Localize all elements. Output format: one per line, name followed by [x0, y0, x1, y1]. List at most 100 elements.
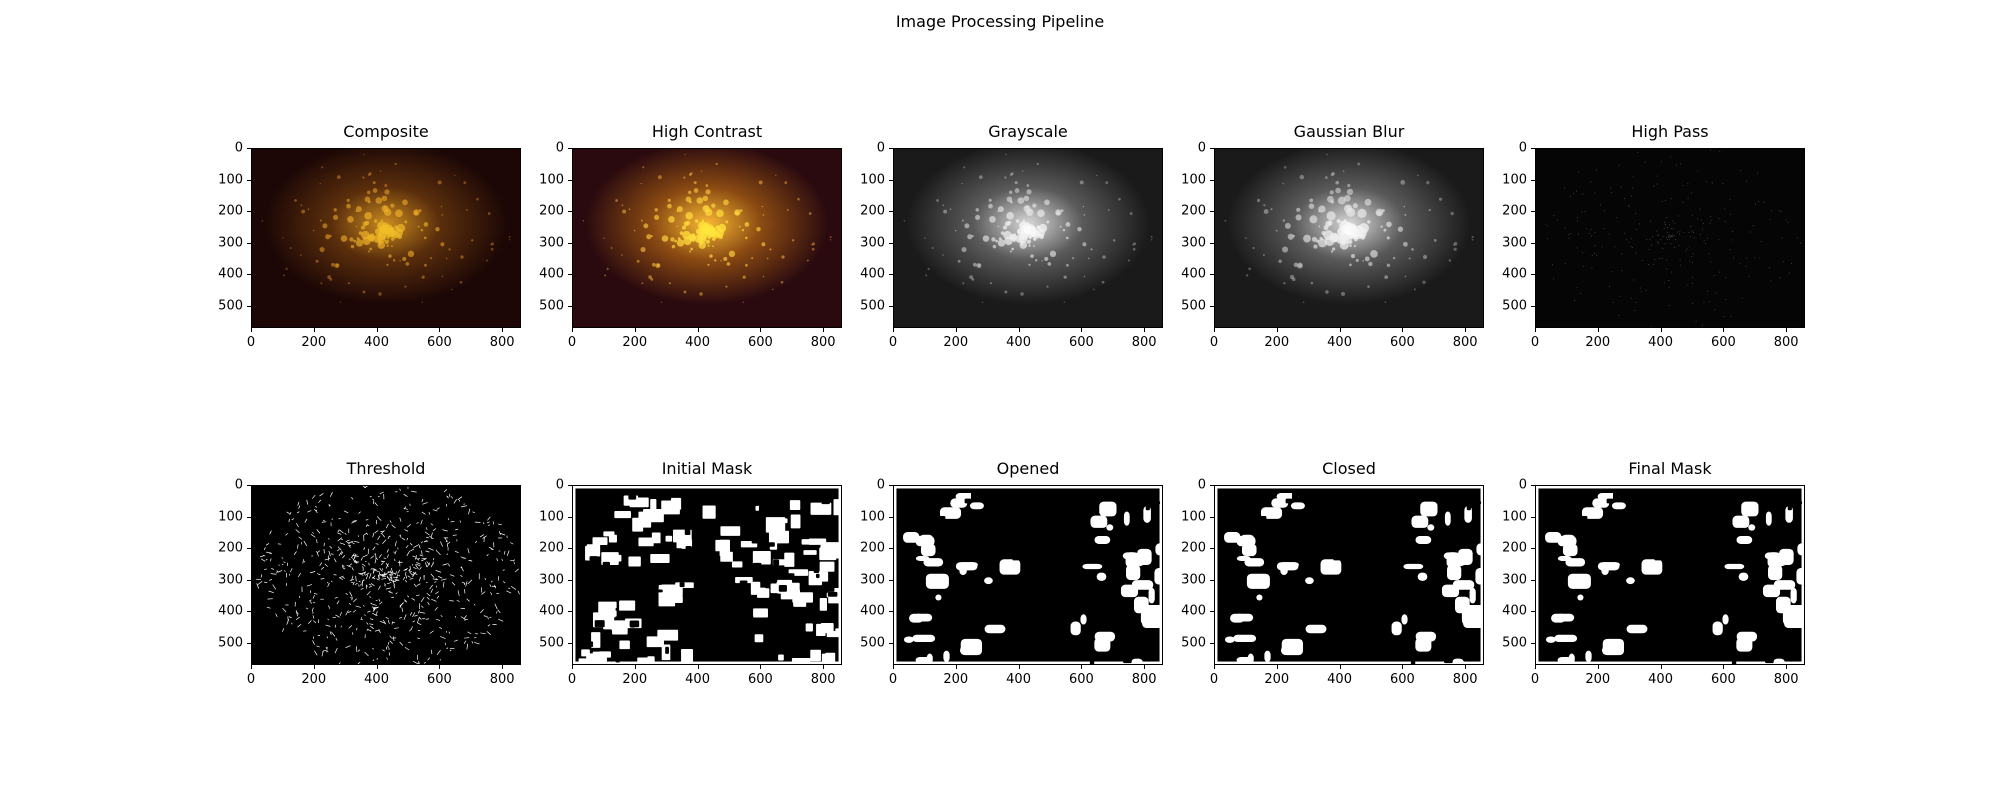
- x-tick-mark: [1660, 665, 1662, 669]
- y-tick-label: 200: [1502, 203, 1527, 219]
- x-tick-mark: [893, 328, 894, 332]
- y-tick-mark: [889, 579, 893, 581]
- panel-title: High Pass: [1631, 122, 1709, 141]
- x-tick-mark: [251, 328, 252, 332]
- y-tick-mark: [247, 148, 251, 149]
- x-tick-mark: [376, 328, 378, 332]
- x-tick-label: 0: [1209, 672, 1219, 687]
- x-tick-mark: [1339, 665, 1341, 669]
- x-tick-mark: [1786, 665, 1788, 669]
- x-tick-label: 0: [567, 672, 577, 687]
- y-tick-mark: [889, 516, 893, 518]
- x-tick-label: 0: [246, 672, 256, 687]
- y-tick-mark: [1531, 548, 1535, 550]
- y-tick-label: 400: [1502, 266, 1527, 282]
- y-tick-label: 400: [860, 603, 885, 619]
- x-tick-mark: [634, 665, 636, 669]
- figure-title: Image Processing Pipeline: [895, 12, 1105, 31]
- y-tick-mark: [1210, 548, 1214, 550]
- panel-threshold: Threshold 0 100 200 300 400 500 0 200 400 600 800: [218, 459, 521, 686]
- y-tick-mark: [568, 611, 572, 613]
- x-tick-label: 800: [1452, 335, 1478, 350]
- x-tick-mark: [1018, 665, 1020, 669]
- y-tick-mark: [889, 485, 893, 486]
- y-tick-mark: [1210, 148, 1214, 149]
- x-tick-mark: [823, 665, 825, 669]
- x-tick-mark: [1723, 328, 1725, 332]
- x-tick-mark: [313, 665, 315, 669]
- x-tick-label: 600: [1389, 672, 1415, 687]
- x-tick-label: 0: [246, 335, 256, 350]
- x-tick-label: 400: [364, 335, 389, 350]
- x-tick-mark: [1144, 328, 1146, 332]
- y-tick-label: 500: [1181, 298, 1206, 314]
- x-tick-label: 800: [1131, 335, 1157, 350]
- x-tick-label: 200: [1585, 672, 1611, 687]
- x-tick-label: 400: [1648, 335, 1673, 350]
- x-tick-label: 600: [426, 335, 452, 350]
- x-tick-label: 200: [1264, 335, 1290, 350]
- x-tick-label: 400: [1006, 672, 1031, 687]
- x-tick-mark: [502, 665, 504, 669]
- x-tick-label: 0: [567, 335, 577, 350]
- x-tick-mark: [1786, 328, 1788, 332]
- x-tick-mark: [1339, 328, 1341, 332]
- x-tick-label: 400: [1327, 672, 1352, 687]
- x-tick-mark: [572, 328, 573, 332]
- y-tick-mark: [889, 548, 893, 550]
- x-tick-label: 600: [1710, 672, 1736, 687]
- image-raster: [1535, 148, 1805, 328]
- y-tick-mark: [1531, 242, 1535, 244]
- y-tick-mark: [1531, 579, 1535, 581]
- y-tick-label: 100: [539, 509, 564, 525]
- y-tick-mark: [1210, 305, 1214, 307]
- y-tick-label: 100: [1502, 509, 1527, 525]
- y-tick-mark: [247, 485, 251, 486]
- panel-closed: Closed 0 100 200 300 400 500 0 200 400 600 800: [1181, 459, 1484, 686]
- y-tick-mark: [568, 485, 572, 486]
- y-tick-mark: [1531, 274, 1535, 276]
- panel-title: Initial Mask: [661, 459, 753, 478]
- y-tick-mark: [1210, 242, 1214, 244]
- y-tick-label: 500: [1502, 635, 1527, 651]
- x-tick-label: 600: [1710, 335, 1736, 350]
- x-tick-mark: [1535, 665, 1536, 669]
- y-tick-label: 500: [860, 298, 885, 314]
- panel-gaussian-blur: Gaussian Blur 0 100 200 300 400 500 0 200 400 600 8…: [1181, 122, 1484, 349]
- panel-title: High Contrast: [651, 122, 763, 141]
- x-tick-label: 800: [489, 335, 515, 350]
- y-tick-mark: [568, 242, 572, 244]
- y-tick-mark: [1531, 611, 1535, 613]
- y-tick-label: 400: [1502, 603, 1527, 619]
- x-tick-label: 0: [888, 672, 898, 687]
- y-tick-mark: [1531, 485, 1535, 486]
- y-tick-mark: [247, 242, 251, 244]
- y-tick-mark: [889, 642, 893, 644]
- panel-image: [251, 148, 521, 328]
- x-tick-label: 400: [1006, 335, 1031, 350]
- x-tick-mark: [1402, 665, 1404, 669]
- x-tick-mark: [1214, 328, 1215, 332]
- x-tick-mark: [1660, 328, 1662, 332]
- y-tick-label: 400: [1181, 603, 1206, 619]
- x-tick-mark: [634, 328, 636, 332]
- y-tick-label: 500: [1181, 635, 1206, 651]
- x-tick-mark: [697, 328, 699, 332]
- y-tick-mark: [247, 548, 251, 550]
- panel-title: Grayscale: [988, 122, 1068, 141]
- x-tick-mark: [1597, 328, 1599, 332]
- y-tick-label: 500: [218, 635, 243, 651]
- y-tick-label: 0: [876, 140, 885, 156]
- x-tick-label: 0: [1530, 335, 1540, 350]
- y-tick-label: 0: [1197, 477, 1206, 493]
- y-tick-label: 0: [555, 140, 564, 156]
- x-tick-mark: [1465, 665, 1467, 669]
- y-tick-mark: [1210, 611, 1214, 613]
- x-tick-label: 0: [888, 335, 898, 350]
- y-tick-label: 300: [860, 572, 885, 588]
- x-tick-mark: [1081, 328, 1083, 332]
- image-raster: [893, 148, 1163, 328]
- y-tick-label: 300: [218, 572, 243, 588]
- x-tick-label: 800: [1773, 335, 1799, 350]
- y-tick-label: 0: [234, 140, 243, 156]
